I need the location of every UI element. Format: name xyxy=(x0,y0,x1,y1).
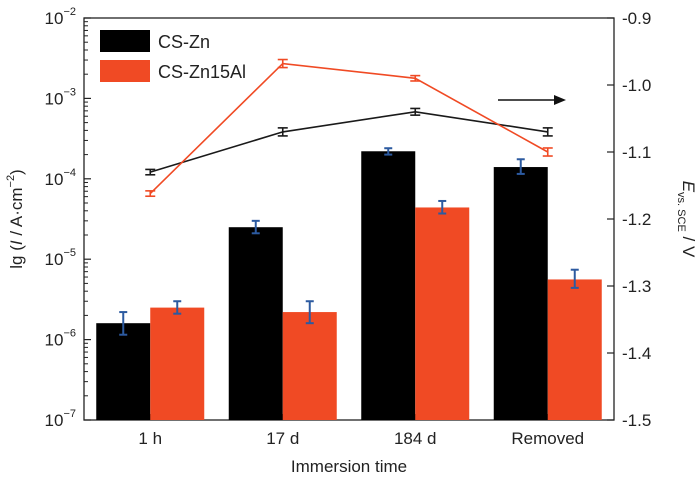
bar-cs-zn15al-1 xyxy=(282,312,337,420)
line-series-1 xyxy=(149,62,549,195)
left-tick-label: 10−4 xyxy=(45,167,76,189)
left-axis-label: lg (I / A·cm−2) xyxy=(5,169,26,268)
bar-cs-zn15al-2 xyxy=(415,207,470,420)
bar-cs-zn-1 xyxy=(228,227,283,420)
bar-cs-zn-0 xyxy=(96,323,151,420)
right-tick-label: -0.9 xyxy=(622,9,651,28)
left-tick-label: 10−6 xyxy=(45,328,76,350)
axis-labels: Immersion time lg (I / A·cm−2) Evs. SCE / … xyxy=(5,169,698,476)
bar-cs-zn-3 xyxy=(493,167,548,420)
left-tick-label: 10−2 xyxy=(45,6,76,28)
right-tick-label: -1.5 xyxy=(622,411,651,430)
right-tick-label: -1.1 xyxy=(622,143,651,162)
axes: 10−7 10−6 10−5 10−4 10−3 10−2 -0.9 -1.0 -1.1 -1.2… xyxy=(45,6,652,448)
x-tick-label: Removed xyxy=(511,429,584,448)
lines xyxy=(145,58,553,198)
left-tick-label: 10−5 xyxy=(45,247,76,269)
legend: CS-Zn CS-Zn15Al xyxy=(100,30,246,82)
x-axis-label: Immersion time xyxy=(291,457,407,476)
left-tick-label: 10−3 xyxy=(45,86,76,108)
right-tick-label: -1.4 xyxy=(622,344,651,363)
legend-label-cs-zn15al: CS-Zn15Al xyxy=(158,62,246,82)
legend-label-cs-zn: CS-Zn xyxy=(158,32,210,52)
arrow-head xyxy=(554,95,566,105)
right-tick-label: -1.0 xyxy=(622,76,651,95)
bar-cs-zn-2 xyxy=(361,151,416,420)
right-tick-label: -1.2 xyxy=(622,210,651,229)
annotation xyxy=(498,95,566,105)
x-tick-label: 184 d xyxy=(394,429,437,448)
bars xyxy=(96,147,602,420)
x-tick-label: 1 h xyxy=(138,429,162,448)
bar-cs-zn15al-0 xyxy=(150,307,205,420)
right-axis-label: Evs. SCE / V xyxy=(675,181,698,258)
legend-swatch-cs-zn xyxy=(100,30,150,52)
line-series-0 xyxy=(150,110,548,173)
left-tick-label: 10−7 xyxy=(45,408,76,430)
x-tick-label: 17 d xyxy=(266,429,299,448)
legend-swatch-cs-zn15al xyxy=(100,60,150,82)
bar-cs-zn15al-3 xyxy=(547,279,602,420)
right-tick-label: -1.3 xyxy=(622,277,651,296)
